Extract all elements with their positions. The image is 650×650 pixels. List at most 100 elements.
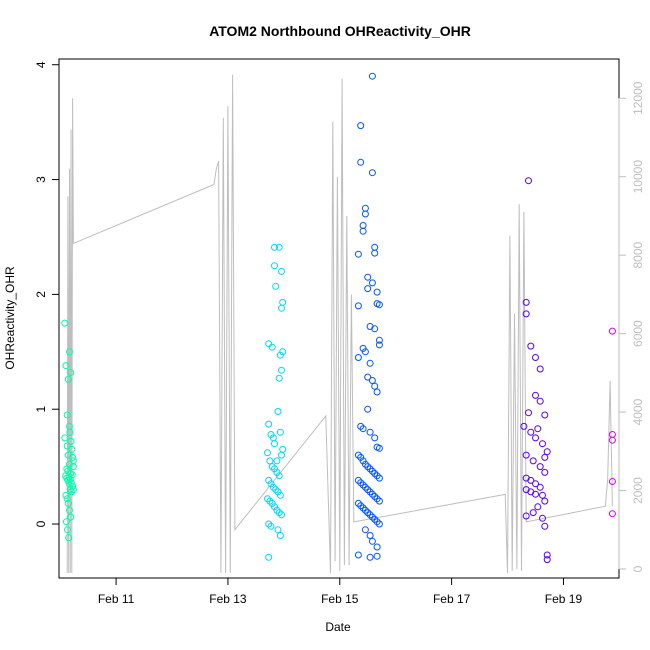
data-point (532, 434, 539, 442)
data-point (364, 405, 372, 413)
data-point (371, 434, 379, 442)
data-point (532, 490, 539, 498)
data-point (373, 552, 381, 560)
data-point (522, 310, 530, 318)
data-point (63, 495, 71, 503)
data-point (364, 273, 372, 281)
data-point (354, 451, 362, 459)
data-point (273, 506, 281, 514)
data-point (279, 445, 287, 453)
data-point (361, 204, 369, 212)
y-tick-label: 3 (34, 176, 48, 183)
data-point (69, 463, 77, 471)
data-point (65, 534, 73, 542)
data-point (375, 474, 383, 482)
data-point (266, 457, 274, 465)
data-point (66, 348, 73, 356)
data-point (265, 420, 273, 428)
data-point (275, 472, 283, 480)
data-point (368, 72, 376, 80)
data-point (527, 342, 535, 350)
data-point (371, 249, 379, 257)
data-point (375, 520, 383, 528)
data-point (62, 362, 70, 370)
data-point (608, 431, 616, 438)
data-point (275, 243, 283, 251)
data-point (366, 553, 374, 561)
data-point (366, 532, 374, 539)
data-point (532, 391, 539, 399)
data-point (359, 481, 367, 489)
y2-tick-label: 6000 (631, 320, 645, 347)
data-point (527, 428, 535, 436)
data-point (532, 354, 539, 361)
data-point (271, 262, 278, 270)
data-point (539, 514, 546, 522)
data-point (539, 440, 546, 448)
data-point (265, 553, 273, 561)
data-point (274, 408, 282, 415)
data-point (373, 495, 381, 503)
data-point (354, 302, 362, 310)
data-point (364, 486, 372, 494)
data-point (61, 319, 69, 327)
x-tick-label: Feb 15 (321, 592, 359, 606)
data-point (62, 518, 70, 526)
data-point (525, 177, 532, 185)
y2-tick-label: 0 (631, 565, 645, 572)
data-point (541, 468, 549, 476)
data-point (525, 409, 532, 417)
data-point (63, 411, 71, 419)
data-point (371, 382, 379, 390)
data-point (364, 285, 372, 293)
data-point (366, 511, 374, 519)
data-point (275, 509, 283, 517)
data-point (368, 490, 376, 498)
data-point (278, 304, 285, 312)
data-point (371, 515, 379, 523)
data-point (66, 422, 73, 430)
data-point (359, 425, 367, 433)
data-point (375, 497, 383, 505)
data-point (541, 411, 549, 419)
data-point (368, 467, 376, 475)
data-point (357, 122, 365, 130)
data-point (266, 497, 274, 505)
data-point (357, 422, 365, 430)
data-point (373, 472, 381, 480)
data-point (267, 522, 275, 530)
data-point (534, 503, 542, 511)
data-point (276, 428, 284, 436)
y2-tick-label: 10000 (631, 160, 645, 194)
data-point (366, 488, 374, 496)
data-point (276, 491, 284, 499)
data-point (354, 354, 362, 361)
data-point (357, 479, 365, 487)
data-point (371, 325, 379, 333)
x-tick-label: Feb 11 (98, 592, 135, 606)
data-point (357, 453, 365, 461)
data-point (527, 476, 535, 484)
data-point (371, 493, 379, 500)
y-axis-label: OHReactivity_OHR (3, 266, 17, 370)
data-point (279, 298, 287, 306)
data-point (366, 465, 374, 473)
data-point (608, 327, 616, 335)
data-point (541, 522, 549, 530)
data-point (265, 340, 273, 348)
data-point (361, 526, 369, 534)
data-point (373, 288, 381, 296)
data-point (66, 475, 74, 483)
data-point (536, 483, 544, 491)
data-point (279, 348, 287, 356)
data-point (375, 301, 383, 309)
data-point (69, 482, 77, 490)
data-point (541, 453, 549, 461)
data-point (273, 457, 281, 465)
data-point (368, 279, 376, 287)
data-point (61, 434, 69, 442)
y-tick-label: 2 (34, 291, 48, 298)
data-point (274, 526, 282, 534)
data-point (371, 470, 379, 477)
